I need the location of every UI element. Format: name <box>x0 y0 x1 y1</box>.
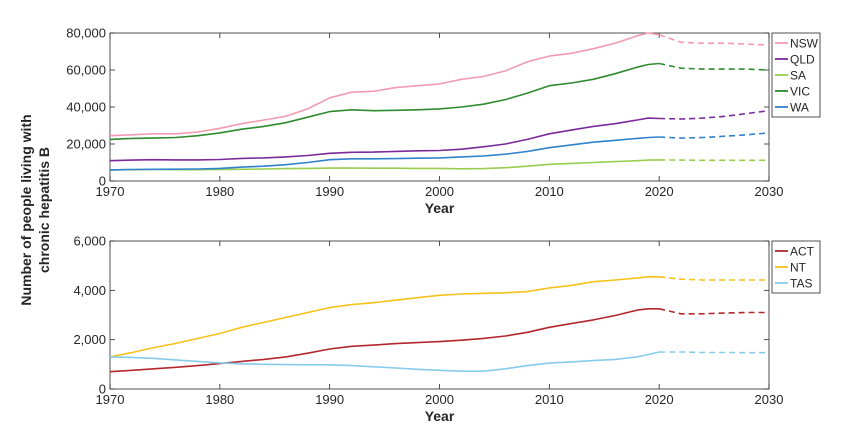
x-tick-label: 1970 <box>96 392 125 407</box>
x-tick-label: 2020 <box>645 392 674 407</box>
shared-ylabel-line1: Number of people living with <box>18 114 34 305</box>
x-tick-label: 1980 <box>205 184 234 199</box>
legend-label: TAS <box>790 277 812 291</box>
series-projection-vic <box>659 62 770 71</box>
y-tick-label: 80,000 <box>66 26 106 41</box>
x-tick-label: 1990 <box>315 392 344 407</box>
x-tick-label: 2010 <box>535 392 564 407</box>
series-line-nsw <box>109 32 660 137</box>
series-line-sa <box>109 159 660 171</box>
y-tick-label: 60,000 <box>66 63 106 78</box>
y-tick-label: 20,000 <box>66 137 106 152</box>
series-projection-act <box>659 308 769 315</box>
series-projection-nsw <box>658 34 770 46</box>
series-projection-nt <box>659 276 769 281</box>
series-projection-qld <box>659 109 770 120</box>
series-line-act <box>109 307 660 373</box>
legend-label: NT <box>790 261 807 275</box>
y-tick-label: 0 <box>99 174 106 189</box>
x-axis-label: Year <box>425 200 455 216</box>
legend <box>771 240 821 294</box>
shared-ylabel-line2: chronic hepatitis B <box>36 147 52 273</box>
x-tick-label: 2010 <box>535 184 564 199</box>
x-tick-label: 2000 <box>425 392 454 407</box>
legend-label: WA <box>790 101 809 115</box>
series-line-nt <box>109 275 660 358</box>
plot-area <box>109 240 770 390</box>
legend-label: NSW <box>790 37 819 51</box>
y-tick-label: 0 <box>99 382 106 397</box>
y-tick-label: 2,000 <box>73 332 106 347</box>
x-tick-label: 2030 <box>755 184 784 199</box>
x-tick-label: 2030 <box>755 392 784 407</box>
x-tick-label: 2000 <box>425 184 454 199</box>
x-tick-label: 2020 <box>645 184 674 199</box>
y-tick-label: 4,000 <box>73 283 106 298</box>
legend-label: VIC <box>790 85 810 99</box>
series-line-qld <box>109 117 660 162</box>
x-tick-label: 1970 <box>96 184 125 199</box>
x-tick-label: 1980 <box>205 392 234 407</box>
series-line-vic <box>109 62 660 141</box>
y-tick-label: 6,000 <box>73 234 106 249</box>
x-tick-label: 1990 <box>315 184 344 199</box>
x-axis-label: Year <box>425 408 455 424</box>
legend-label: ACT <box>790 245 815 259</box>
series-projection-wa <box>659 132 770 139</box>
top-panel: 1970 1980 1990 2000 2010 2020 2030 0 20,000 40,00… <box>66 26 821 216</box>
series-line-wa <box>109 136 660 171</box>
series-projection-tas <box>659 351 769 354</box>
bottom-panel: 1970 1980 1990 2000 2010 2020 2030 0 2,000 4,000 6… <box>73 234 821 424</box>
plot-area <box>109 32 770 182</box>
y-tick-label: 40,000 <box>66 100 106 115</box>
legend-label: SA <box>790 69 806 83</box>
series-line-tas <box>109 351 660 373</box>
legend-label: QLD <box>790 53 815 67</box>
